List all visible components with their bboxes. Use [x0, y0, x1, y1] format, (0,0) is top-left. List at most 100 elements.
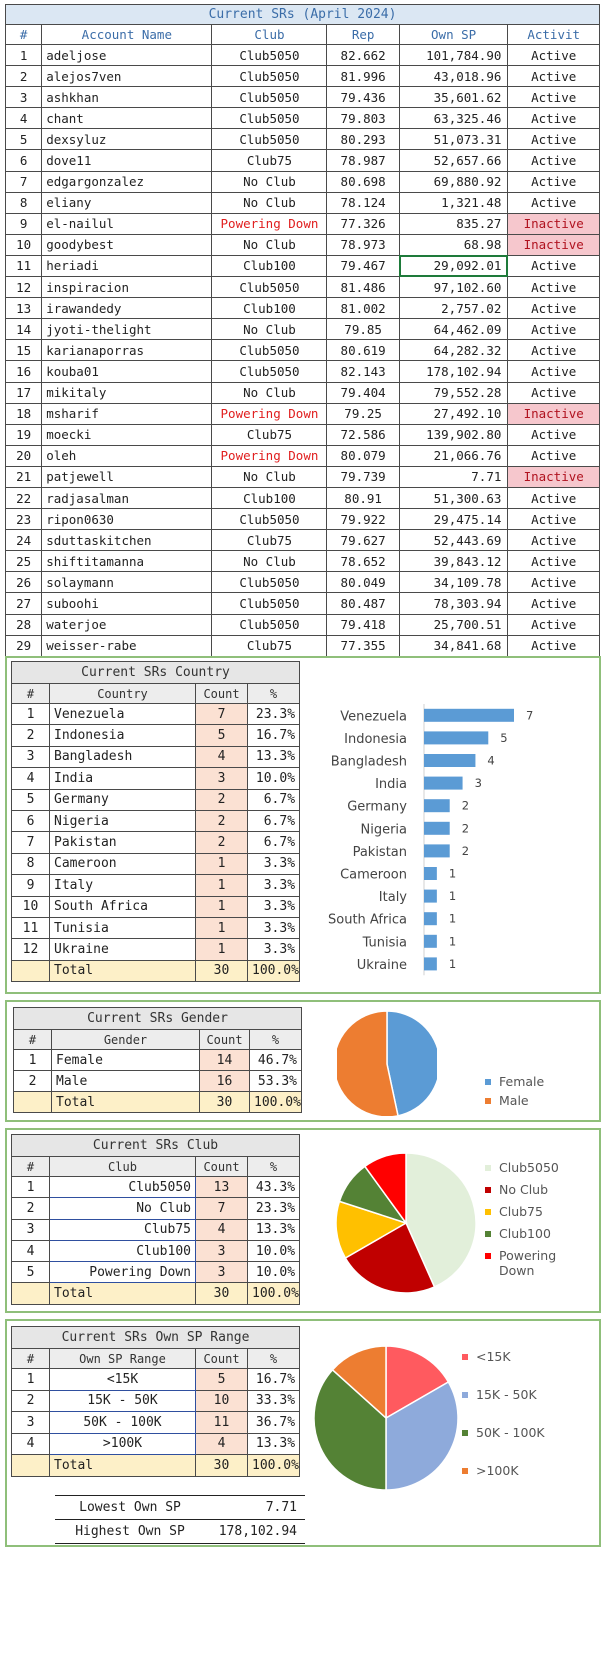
country-bar — [424, 867, 437, 880]
row-number: 2 — [11, 1197, 50, 1220]
country-category-label: Germany — [347, 800, 407, 815]
activity-cell: Active — [507, 170, 600, 193]
row-number: 18 — [4, 402, 43, 425]
row-number: 9 — [4, 212, 43, 235]
row-number: 12 — [4, 276, 43, 299]
legend-item: 50K - 100K — [462, 1425, 545, 1440]
country-bar — [424, 912, 437, 926]
header-own-sp: Own SP — [398, 24, 509, 45]
activity-cell: Active — [507, 550, 600, 573]
row-number: 12 — [11, 938, 50, 961]
rep-cell: 78.124 — [326, 191, 400, 214]
rep-cell: 82.662 — [326, 43, 400, 67]
club-cell: Club75 — [211, 423, 328, 446]
country-count: 7 — [195, 702, 248, 726]
total-blank — [11, 959, 50, 983]
activity-cell: Active — [507, 254, 600, 278]
row-number: 1 — [11, 1175, 50, 1199]
club-cell: No Club — [211, 465, 328, 488]
legend-item: Club100 — [485, 1226, 569, 1241]
own-sp-cell: 7.71 — [398, 465, 509, 488]
own-sp-cell: 139,902.80 — [398, 423, 509, 446]
activity-cell: Active — [507, 318, 600, 341]
table-row: 4 chant Club5050 79.803 63,325.46 Active — [4, 107, 600, 130]
club-cell: No Club — [211, 318, 328, 341]
activity-cell: Active — [507, 297, 600, 320]
country-category-label: India — [375, 777, 407, 792]
row-number: 23 — [4, 508, 43, 531]
account-name: karianaporras — [41, 339, 213, 362]
sp-range-pie-chart — [313, 1345, 459, 1491]
legend-item: Club75 — [485, 1204, 569, 1219]
highest-sp-value: 178,102.94 — [205, 1519, 305, 1544]
club-header-3: % — [246, 1156, 301, 1177]
club-cell: Club5050 — [211, 360, 328, 383]
rep-cell: 80.91 — [326, 486, 400, 510]
country-label: Venezuela — [49, 702, 196, 726]
gender-header-2: Count — [199, 1029, 250, 1050]
table-row: 7 Pakistan 2 6.7% — [11, 831, 301, 854]
country-category-label: Cameroon — [340, 868, 407, 883]
own-sp-cell: 835.27 — [398, 212, 509, 235]
sprange-header-0: # — [11, 1348, 50, 1369]
activity-cell: Active — [507, 529, 600, 552]
highest-sp-row: Highest Own SP 178,102.94 — [55, 1519, 305, 1544]
own-sp-cell: 29,475.14 — [398, 508, 509, 531]
table-row: 12 inspiracion Club5050 81.486 97,102.60 Acti… — [4, 276, 600, 299]
club-cell: Club75 — [211, 634, 328, 657]
club-cell: Club75 — [211, 149, 328, 172]
total-label: Total — [49, 1282, 196, 1305]
row-number: 29 — [4, 634, 43, 657]
row-number: 3 — [11, 1411, 50, 1434]
club-cell: Club5050 — [211, 107, 328, 130]
legend-item: Male — [485, 1093, 544, 1108]
club-cell: Powering Down — [211, 402, 328, 425]
legend-label: Male — [499, 1093, 529, 1108]
total-blank — [11, 1282, 50, 1305]
account-name: mikitaly — [41, 381, 213, 404]
header-activity: Activit — [507, 24, 600, 45]
club-cell: Club5050 — [211, 65, 328, 88]
club-cell: Club5050 — [211, 43, 328, 67]
legend-label: Female — [499, 1074, 545, 1089]
country-bar-value: 1 — [449, 889, 456, 903]
activity-cell: Inactive — [507, 233, 600, 256]
sp-range-legend: <15K 15K - 50K 50K - 100K >100K — [462, 1349, 545, 1501]
activity-cell: Inactive — [507, 465, 600, 488]
country-category-label: Bangladesh — [331, 755, 407, 770]
club-cell: Club100 — [211, 486, 328, 510]
activity-cell: Active — [507, 191, 600, 214]
table-row: 1 adeljose Club5050 82.662 101,784.90 Active — [4, 43, 600, 67]
row-number: 25 — [4, 550, 43, 573]
country-bar-value: 4 — [487, 754, 494, 768]
country-label: India — [49, 767, 196, 790]
table-row: 22 radjasalman Club100 80.91 51,300.63 Active — [4, 486, 600, 510]
country-bar-value: 3 — [475, 776, 482, 790]
row-number: 11 — [11, 916, 50, 940]
club-label: Club75 — [49, 1218, 196, 1241]
legend-swatch — [462, 1354, 468, 1360]
table-row: 4 Club100 3 10.0% — [11, 1239, 301, 1263]
account-name: inspiracion — [41, 276, 213, 299]
table-row: 10 South Africa 1 3.3% — [11, 895, 301, 918]
country-bar-value: 1 — [449, 957, 456, 971]
row-number: 3 — [4, 86, 43, 109]
club-percent: 10.0% — [246, 1261, 301, 1284]
club-count: 7 — [195, 1197, 248, 1220]
own-sp-cell: 29,092.01 — [398, 254, 509, 278]
sprange-pie-slice — [385, 1345, 450, 1420]
legend-label: Powering Down — [499, 1248, 557, 1278]
gender-table: Current SRs Gender # Gender Count% 1 Female… — [12, 1007, 303, 1113]
row-number: 2 — [11, 1389, 50, 1412]
account-name: edgargonzalez — [41, 170, 213, 193]
row-number: 6 — [11, 809, 50, 833]
account-name: dove11 — [41, 149, 213, 172]
sprange-label: <15K — [49, 1368, 196, 1391]
rep-cell: 80.293 — [326, 128, 400, 151]
sprange-header-3: % — [246, 1348, 301, 1369]
country-percent: 23.3% — [246, 702, 301, 726]
club-label: Club100 — [49, 1239, 196, 1263]
gender-header-0: # — [13, 1029, 52, 1050]
table-row: 2 15K - 50K 10 33.3% — [11, 1389, 301, 1412]
gender-percent: 46.7% — [248, 1049, 303, 1071]
